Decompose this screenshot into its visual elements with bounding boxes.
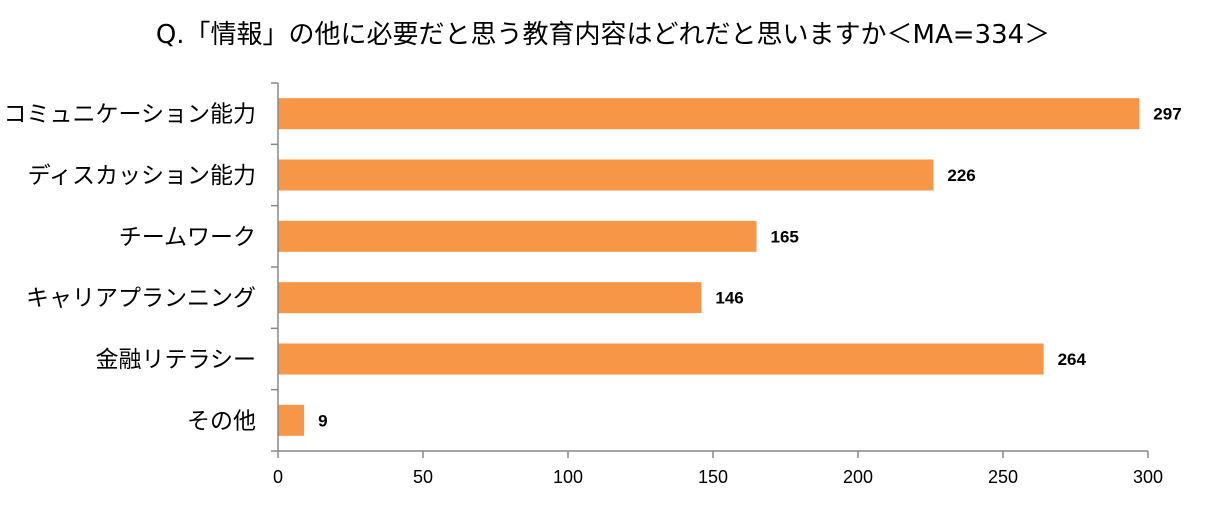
category-label: コミュニケーション能力 [3, 102, 256, 128]
x-tick-label: 100 [553, 467, 583, 487]
data-label: 226 [947, 166, 975, 185]
category-label: ディスカッション能力 [28, 163, 256, 189]
data-label: 165 [771, 227, 799, 246]
x-tick-label: 50 [413, 467, 433, 487]
category-label: その他 [187, 408, 256, 434]
category-label: キャリアプランニング [26, 286, 256, 312]
category-label: チームワーク [119, 224, 256, 250]
data-label: 9 [318, 411, 327, 430]
data-label: 264 [1058, 350, 1087, 369]
data-label: 297 [1153, 105, 1181, 124]
bar [278, 282, 702, 314]
bar [278, 159, 934, 191]
x-tick-label: 250 [988, 467, 1018, 487]
x-tick-label: 200 [843, 467, 873, 487]
bar [278, 220, 757, 252]
x-tick-label: 0 [273, 467, 283, 487]
category-label: 金融リテラシー [95, 347, 256, 373]
x-tick-label: 150 [698, 467, 728, 487]
x-tick-label: 300 [1133, 467, 1163, 487]
bar [278, 98, 1140, 130]
bar [278, 404, 305, 436]
data-label: 146 [715, 289, 743, 308]
bar [278, 343, 1044, 375]
chart-title: Q.「情報」の他に必要だと思う教育内容はどれだと思いますか＜MA=334＞ [155, 20, 1051, 50]
